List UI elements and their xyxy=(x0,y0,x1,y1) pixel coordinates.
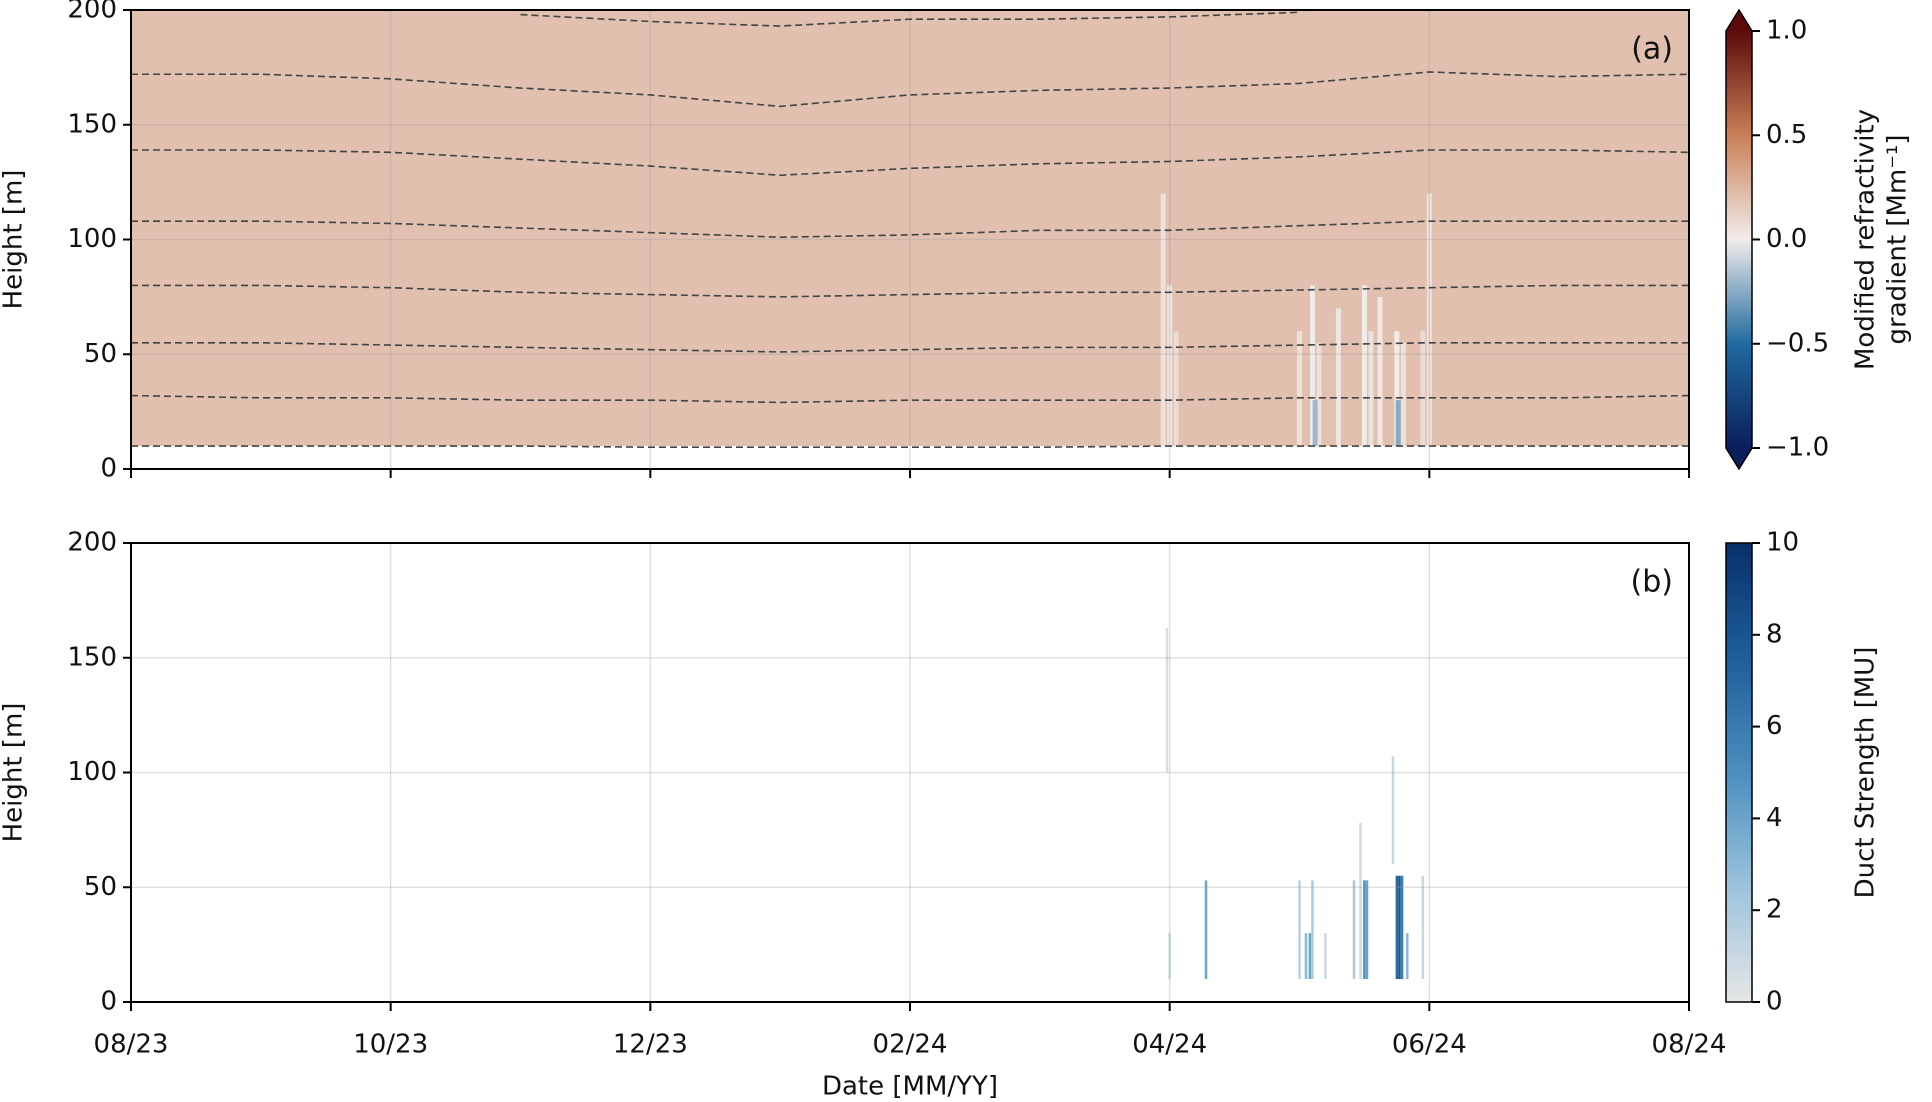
contour-line xyxy=(131,220,1689,239)
x-tick-label: 10/23 xyxy=(353,1030,428,1060)
colorbar-tick-label: 4 xyxy=(1766,803,1783,833)
panel-label: (a) xyxy=(1631,32,1673,67)
colorbar xyxy=(1726,31,1752,448)
y-tick-label: 100 xyxy=(67,757,117,787)
x-axis-label: Date [MM/YY] xyxy=(822,1072,998,1102)
x-tick-label: 08/24 xyxy=(1652,1030,1727,1060)
column xyxy=(1316,342,1322,447)
colorbar-extend xyxy=(1726,10,1752,31)
column xyxy=(1160,193,1166,447)
colorbar-label: Duct Strength [MU] xyxy=(1851,647,1881,899)
colorbar-tick-label: 1.0 xyxy=(1766,16,1807,46)
contour-line xyxy=(131,284,1689,298)
x-tick-label: 06/24 xyxy=(1392,1030,1467,1060)
column xyxy=(1377,296,1383,447)
y-tick-label: 200 xyxy=(67,0,117,25)
column xyxy=(1426,193,1432,447)
x-tick-label: 04/24 xyxy=(1132,1030,1207,1060)
contour-line xyxy=(131,341,1689,353)
colorbar-tick-label: 0 xyxy=(1766,987,1783,1017)
column xyxy=(1391,756,1395,865)
column xyxy=(1309,285,1315,447)
column xyxy=(1204,880,1208,980)
contour-line xyxy=(520,11,1300,27)
contour-line xyxy=(131,149,1689,177)
column xyxy=(1168,933,1171,980)
plot-area xyxy=(131,10,1689,469)
colorbar-tick-label: 10 xyxy=(1766,528,1799,558)
column xyxy=(1324,933,1327,980)
column xyxy=(1395,875,1399,980)
colorbar-tick-label: 2 xyxy=(1766,895,1783,925)
column xyxy=(1406,933,1409,980)
colorbar-tick-label: 0.0 xyxy=(1766,224,1807,254)
contour-line xyxy=(131,71,1689,108)
column xyxy=(1312,400,1318,447)
column xyxy=(1363,880,1366,980)
contour-line xyxy=(131,394,1689,404)
column xyxy=(1311,880,1314,980)
column xyxy=(1298,880,1301,980)
colorbar-tick-label: 6 xyxy=(1766,711,1783,741)
colorbar xyxy=(1726,543,1752,1002)
colorbar-tick-label: −1.0 xyxy=(1766,433,1829,463)
column xyxy=(1361,285,1367,447)
column xyxy=(1394,331,1400,447)
colorbar-extend xyxy=(1726,448,1752,469)
column xyxy=(1420,331,1426,447)
y-tick-label: 150 xyxy=(67,109,117,139)
y-tick-label: 200 xyxy=(67,528,117,558)
panel-label: (b) xyxy=(1631,565,1673,600)
x-tick-label: 02/24 xyxy=(873,1030,948,1060)
y-tick-label: 150 xyxy=(67,642,117,672)
column xyxy=(1352,880,1356,980)
column xyxy=(1308,933,1312,980)
column xyxy=(1395,400,1401,447)
y-tick-label: 50 xyxy=(84,872,117,902)
y-axis-label: Height [m] xyxy=(0,703,29,843)
column xyxy=(1359,822,1362,980)
column xyxy=(1297,331,1302,447)
colorbar-label: gradient [Mm⁻¹] xyxy=(1883,135,1913,345)
colorbar-tick-label: −0.5 xyxy=(1766,328,1829,358)
plot-area xyxy=(131,543,1689,1002)
column xyxy=(1400,875,1404,980)
column xyxy=(1400,342,1406,447)
y-tick-label: 0 xyxy=(100,987,117,1017)
column xyxy=(1173,331,1179,447)
column xyxy=(1304,933,1308,980)
colorbar-tick-label: 8 xyxy=(1766,619,1783,649)
contour-line xyxy=(131,445,1689,448)
y-axis-label: Height [m] xyxy=(0,170,29,310)
x-tick-label: 08/23 xyxy=(94,1030,169,1060)
y-tick-label: 100 xyxy=(67,224,117,254)
column xyxy=(1421,875,1425,980)
column xyxy=(1335,308,1341,447)
column xyxy=(1167,285,1173,447)
y-tick-label: 50 xyxy=(84,339,117,369)
column xyxy=(1165,627,1169,773)
column xyxy=(1365,880,1369,980)
column xyxy=(1368,331,1374,447)
column xyxy=(1398,875,1401,980)
x-tick-label: 12/23 xyxy=(613,1030,688,1060)
y-tick-label: 0 xyxy=(100,454,117,484)
colorbar-label: Modified refractivity xyxy=(1851,109,1881,370)
colorbar-tick-label: 0.5 xyxy=(1766,120,1807,150)
